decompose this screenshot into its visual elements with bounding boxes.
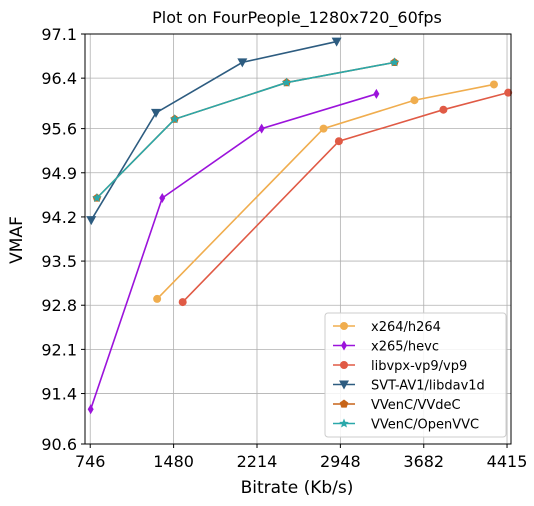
data-point xyxy=(319,124,328,133)
y-tick-label: 97.1 xyxy=(41,25,77,44)
y-tick-label: 94.9 xyxy=(41,164,77,183)
data-point xyxy=(373,88,380,99)
legend-marker xyxy=(341,340,347,351)
plot-frame xyxy=(84,33,512,445)
series-line xyxy=(182,91,509,303)
series-svt-av1-libdav1d xyxy=(86,37,342,226)
y-tick-label: 92.1 xyxy=(41,340,77,359)
y-tick-label: 90.6 xyxy=(41,435,77,454)
legend-marker xyxy=(339,399,349,408)
y-axis-ticks: 90.6 91.4 92.1 92.8 93.5 94.2 94.9 95.6 96.4 97.1 xyxy=(41,25,85,454)
legend-label: x264/h264 xyxy=(371,320,441,335)
data-point xyxy=(331,37,342,47)
x-tick-label: 1480 xyxy=(153,452,194,471)
legend-entry: x264/h264 xyxy=(333,320,441,335)
data-point xyxy=(504,88,513,97)
y-tick-label: 96.4 xyxy=(41,69,77,88)
data-point xyxy=(237,58,248,68)
data-point xyxy=(489,80,498,89)
legend-marker xyxy=(339,380,349,390)
series-line xyxy=(156,83,495,300)
x-axis-ticks: 746 1480 2214 2948 3682 4415 xyxy=(75,444,527,471)
data-point xyxy=(389,57,400,67)
legend-box xyxy=(324,312,507,438)
legend-entry: x265/hevc xyxy=(333,340,439,355)
data-point xyxy=(258,123,265,134)
data-point xyxy=(169,114,180,124)
data-point xyxy=(281,77,292,87)
series-line xyxy=(96,61,395,199)
y-tick-label: 95.6 xyxy=(41,120,77,139)
legend-entry: libvpx-vp9/vp9 xyxy=(333,359,467,374)
data-point xyxy=(178,298,187,307)
series-line xyxy=(89,93,377,410)
series-vvenc-openvvc xyxy=(92,57,400,203)
series-libvpx-vp9-vp9 xyxy=(178,88,513,307)
data-point xyxy=(410,96,419,105)
legend-marker xyxy=(340,361,348,369)
x-tick-label: 4415 xyxy=(487,452,528,471)
legend-label: VVenC/OpenVVC xyxy=(371,418,479,433)
data-point xyxy=(92,193,102,203)
data-point xyxy=(86,216,97,226)
legend-entry: SVT-AV1/libdav1d xyxy=(333,379,485,394)
series-layer xyxy=(86,37,513,415)
grid xyxy=(85,33,511,445)
x-tick-label: 2948 xyxy=(320,452,361,471)
y-axis-label: VMAF xyxy=(7,216,27,264)
data-point xyxy=(153,294,162,303)
legend-label: SVT-AV1/libdav1d xyxy=(371,379,485,394)
series-x265-hevc xyxy=(87,88,380,415)
series-line xyxy=(90,40,337,221)
legend-label: x265/hevc xyxy=(371,340,439,355)
x-tick-label: 2214 xyxy=(237,452,278,471)
data-point xyxy=(159,193,166,203)
legend: x264/h264 x265/hevc libvpx-vp9/vp9 SVT-AV1/… xyxy=(324,312,507,438)
legend-entry: VVenC/OpenVVC xyxy=(333,418,479,433)
chart-title: Plot on FourPeople_1280x720_60fps xyxy=(152,8,442,28)
legend-label: libvpx-vp9/vp9 xyxy=(371,359,467,374)
legend-entry: VVenC/VVdeC xyxy=(333,398,461,413)
data-point xyxy=(151,108,161,118)
x-tick-label: 746 xyxy=(75,452,106,471)
data-point xyxy=(87,404,94,415)
y-tick-label: 94.2 xyxy=(41,208,77,227)
y-tick-label: 92.8 xyxy=(41,296,77,315)
y-tick-label: 93.5 xyxy=(41,252,77,271)
series-x264-h264 xyxy=(153,80,498,303)
data-point xyxy=(334,137,343,146)
data-point xyxy=(439,105,448,114)
legend-label: VVenC/VVdeC xyxy=(371,398,461,413)
x-tick-label: 3682 xyxy=(403,452,444,471)
y-tick-label: 91.4 xyxy=(41,385,77,404)
legend-marker xyxy=(340,322,348,330)
legend-marker xyxy=(339,418,349,428)
x-axis-label: Bitrate (Kb/s) xyxy=(241,478,354,498)
